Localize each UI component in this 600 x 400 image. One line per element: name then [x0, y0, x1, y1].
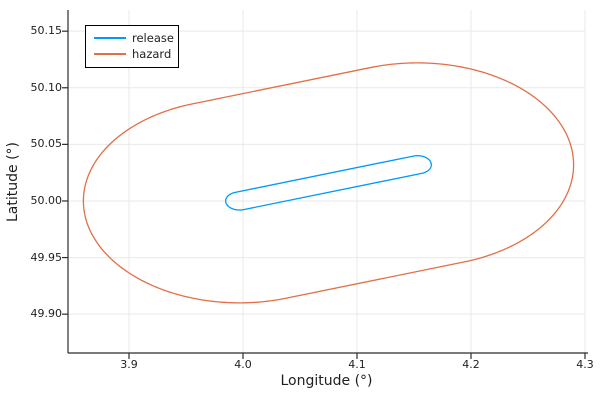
release-line-swatch	[94, 37, 126, 39]
y-tick-label: 50.15	[30, 24, 63, 38]
y-axis-label: Latitude (°)	[5, 142, 21, 222]
legend: release hazard	[85, 25, 179, 68]
x-tick-label: 4.2	[462, 358, 480, 371]
release-contour	[225, 155, 432, 211]
legend-item-hazard: hazard	[86, 46, 178, 62]
x-axis-label: Longitude (°)	[280, 373, 373, 389]
x-tick-label: 4.0	[234, 358, 252, 371]
legend-label-release: release	[132, 31, 174, 45]
y-tick-label: 49.95	[30, 250, 63, 264]
y-tick-label: 49.90	[30, 307, 63, 321]
x-tick-label: 4.1	[348, 358, 366, 371]
axes-spines	[62, 10, 588, 359]
legend-label-hazard: hazard	[132, 47, 172, 61]
x-tick-label: 4.3	[576, 358, 594, 371]
hazard-contour	[82, 62, 575, 304]
x-tick-label: 3.9	[120, 358, 138, 371]
y-tick-label: 50.05	[30, 137, 63, 151]
y-tick-label: 50.00	[30, 193, 63, 207]
y-tick-label: 50.10	[30, 80, 63, 94]
hazard-line-swatch	[94, 53, 126, 55]
legend-item-release: release	[86, 30, 178, 46]
